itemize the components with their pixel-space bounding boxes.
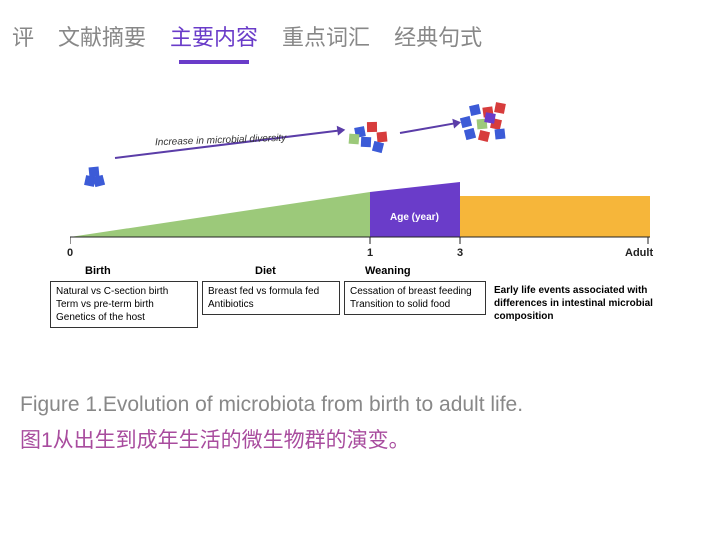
tab-vocab[interactable]: 重点词汇 [282, 20, 370, 62]
tick-1: 1 [367, 247, 373, 259]
stage-diet: Diet [255, 265, 276, 277]
microbe-icon [494, 102, 506, 114]
timeline-chart: Age (year) [70, 182, 650, 252]
microbe-icon [349, 134, 360, 145]
tick-0: 0 [67, 247, 73, 259]
tick-3: 3 [457, 247, 463, 259]
figure-1: Increase in microbial diversity Age (yea… [20, 117, 700, 317]
tab-review[interactable]: 评 [12, 20, 34, 62]
summary-text: Early life events associated with differ… [490, 281, 690, 326]
stage-birth: Birth [85, 265, 111, 277]
tab-main-content[interactable]: 主要内容 [170, 20, 258, 62]
box-weaning-line1: Cessation of breast feeding [350, 285, 480, 298]
box-birth: Natural vs C-section birth Term vs pre-t… [50, 281, 198, 328]
box-weaning: Cessation of breast feeding Transition t… [344, 281, 486, 315]
box-birth-line1: Natural vs C-section birth [56, 285, 192, 298]
microbe-icon [372, 141, 384, 153]
box-diet-line2: Antibiotics [208, 298, 334, 311]
figure-caption: Figure 1.Evolution of microbiota from bi… [20, 387, 700, 458]
microbe-icon [478, 130, 490, 142]
box-diet-line1: Breast fed vs formula fed [208, 285, 334, 298]
microbe-icon [377, 132, 388, 143]
microbe-icon [469, 104, 481, 116]
factor-boxes: Natural vs C-section birth Term vs pre-t… [50, 281, 690, 328]
arrow-2 [400, 122, 455, 134]
box-birth-line3: Genetics of the host [56, 311, 192, 324]
stage-weaning: Weaning [365, 265, 411, 277]
box-diet: Breast fed vs formula fed Antibiotics [202, 281, 340, 315]
microbe-icon [367, 122, 377, 132]
caption-en: Figure 1.Evolution of microbiota from bi… [20, 387, 700, 423]
microbe-icon [464, 128, 476, 140]
diversity-label: Increase in microbial diversity [155, 133, 286, 149]
box-birth-line2: Term vs pre-term birth [56, 298, 192, 311]
tab-bar: 评 文献摘要 主要内容 重点词汇 经典句式 [0, 0, 720, 62]
microbe-icon [484, 112, 496, 124]
tab-sentences[interactable]: 经典句式 [394, 20, 482, 62]
caption-cn: 图1从出生到成年生活的微生物群的演变。 [20, 423, 700, 459]
tick-adult: Adult [625, 247, 653, 259]
microbe-icon [494, 128, 505, 139]
tab-abstract[interactable]: 文献摘要 [58, 20, 146, 62]
box-weaning-line2: Transition to solid food [350, 298, 480, 311]
microbe-icon [361, 137, 371, 147]
svg-text:Age (year): Age (year) [390, 212, 439, 223]
